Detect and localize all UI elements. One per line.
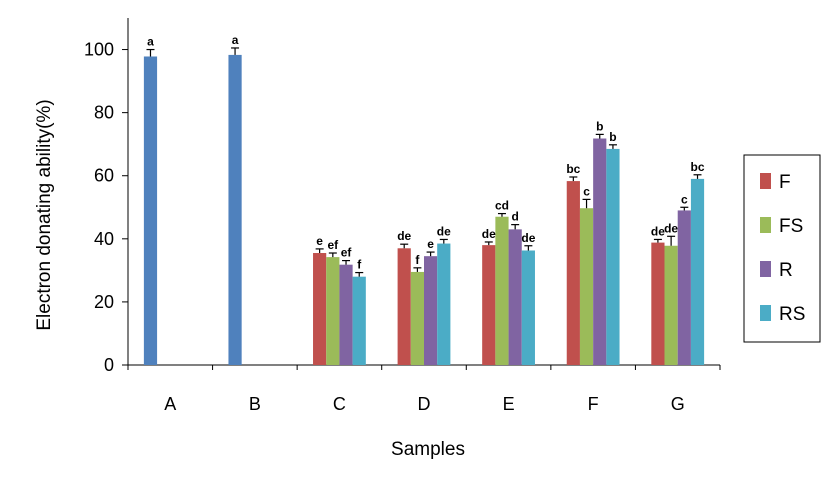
significance-label: e [427, 237, 434, 251]
significance-label: b [609, 130, 616, 144]
bar [566, 181, 580, 365]
significance-label: de [397, 229, 411, 243]
legend-box [743, 154, 821, 343]
significance-label: cd [495, 199, 509, 213]
legend-label: F [779, 172, 791, 193]
bar [521, 250, 535, 365]
significance-label: de [482, 227, 496, 241]
x-tick-label: B [249, 394, 261, 414]
bar [437, 243, 451, 365]
significance-label: f [357, 258, 362, 272]
legend-swatch [760, 173, 771, 189]
significance-label: de [437, 224, 451, 238]
legend-label: R [779, 260, 793, 281]
legend-swatch [760, 261, 771, 277]
bar [606, 148, 620, 365]
bar [579, 208, 594, 365]
significance-label: d [511, 210, 518, 224]
bar [143, 56, 158, 366]
x-tick-label: F [588, 394, 599, 414]
x-tick-label: D [418, 394, 431, 414]
y-tick-label: 60 [94, 166, 114, 186]
significance-label: bc [566, 162, 580, 176]
y-tick-label: 0 [104, 355, 114, 375]
error-bars [146, 47, 702, 277]
significance-label: de [651, 224, 665, 238]
legend-swatch [760, 217, 771, 233]
x-axis: A B C D E F G [127, 364, 721, 414]
bar [495, 216, 509, 365]
significance-label: de [521, 231, 535, 245]
bar [352, 276, 366, 365]
bar [326, 257, 340, 365]
bar [397, 248, 411, 365]
x-tick-label: G [671, 394, 685, 414]
y-tick-label: 100 [84, 40, 114, 60]
significance-label: ef [327, 238, 339, 252]
bar [651, 242, 665, 365]
significance-label: c [583, 184, 590, 198]
x-tick-label: E [503, 394, 515, 414]
bar [508, 229, 522, 365]
y-axis-title: Electron donating ability(%) [34, 99, 55, 330]
significance-label: bc [691, 160, 705, 174]
significance-label: a [147, 35, 154, 49]
bars [143, 54, 705, 366]
legend-label: RS [779, 304, 805, 325]
x-tick-label: A [164, 394, 176, 414]
significance-label: a [232, 33, 239, 47]
bar [339, 264, 353, 365]
bar [410, 271, 424, 365]
y-tick-label: 40 [94, 229, 114, 249]
significance-label: de [664, 221, 678, 235]
bar [593, 138, 607, 365]
significance-label: b [596, 119, 603, 133]
y-axis: 0 20 40 60 80 100 [84, 18, 129, 375]
legend-label: FS [779, 216, 803, 237]
bar [690, 178, 705, 365]
x-tick-label: C [333, 394, 346, 414]
significance-label: ef [341, 246, 353, 260]
significance-label: c [681, 192, 688, 206]
bar [424, 256, 438, 365]
significance-label: f [415, 253, 420, 267]
legend-swatch [760, 305, 771, 321]
x-axis-title: Samples [391, 439, 465, 460]
legend: F FS R RS [743, 154, 821, 343]
bar [664, 245, 678, 365]
bar [228, 54, 242, 366]
y-tick-label: 80 [94, 103, 114, 123]
bar [313, 253, 327, 365]
bar [677, 210, 691, 365]
significance-label: e [316, 234, 323, 248]
bar [482, 245, 496, 365]
y-tick-label: 20 [94, 292, 114, 312]
